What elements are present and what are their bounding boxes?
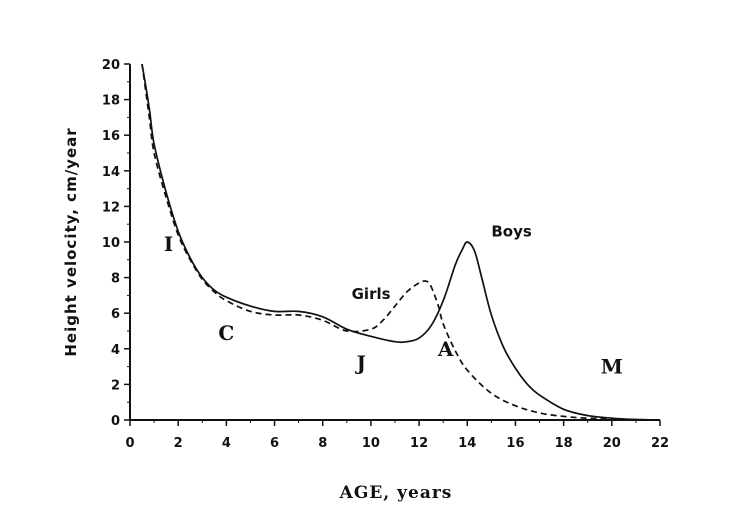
phase-label-i: I bbox=[164, 232, 173, 256]
axes: 0 2 4 6 8 10 12 14 16 18 20 22 0 2 4 6 8 10 12 14 16 18 20 bbox=[102, 58, 669, 451]
y-tick-label: 0 bbox=[111, 414, 120, 429]
y-tick-label: 14 bbox=[102, 165, 120, 180]
x-tick-label: 8 bbox=[318, 436, 327, 451]
x-tick-label: 2 bbox=[174, 436, 183, 451]
x-tick-label: 10 bbox=[362, 436, 380, 451]
x-tick-label: 22 bbox=[651, 436, 669, 451]
y-tick-label: 20 bbox=[102, 58, 120, 73]
series-label-girls: Girls bbox=[352, 285, 391, 303]
x-axis-title: AGE, years bbox=[339, 483, 453, 503]
y-tick-label: 12 bbox=[102, 200, 120, 215]
x-tick-label: 12 bbox=[410, 436, 428, 451]
phase-label-a: A bbox=[437, 337, 454, 361]
y-axis-title: Height velocity, cm/year bbox=[62, 127, 80, 356]
y-tick-label: 10 bbox=[102, 236, 120, 251]
series-label-boys: Boys bbox=[491, 223, 532, 241]
labels-layer: Boys Girls I C J A M bbox=[164, 223, 623, 379]
series-line-boys bbox=[141, 63, 661, 421]
series-layer bbox=[141, 63, 661, 421]
y-tick-label: 16 bbox=[102, 129, 120, 144]
x-tick-label: 20 bbox=[603, 436, 621, 451]
phase-label-c: C bbox=[218, 321, 234, 345]
phase-label-j: J bbox=[355, 351, 366, 375]
x-tick-label: 16 bbox=[506, 436, 524, 451]
y-tick-label: 4 bbox=[111, 343, 120, 358]
y-tick-label: 18 bbox=[102, 94, 120, 109]
y-tick-label: 8 bbox=[111, 272, 120, 287]
y-tick-label: 2 bbox=[111, 378, 120, 393]
x-tick-label: 18 bbox=[555, 436, 573, 451]
x-tick-label: 4 bbox=[222, 436, 231, 451]
x-tick-label: 14 bbox=[458, 436, 476, 451]
phase-label-m: M bbox=[601, 355, 623, 379]
y-tick-label: 6 bbox=[111, 307, 120, 322]
x-tick-label: 6 bbox=[270, 436, 279, 451]
x-tick-label: 0 bbox=[125, 436, 134, 451]
series-line-girls bbox=[141, 63, 661, 421]
